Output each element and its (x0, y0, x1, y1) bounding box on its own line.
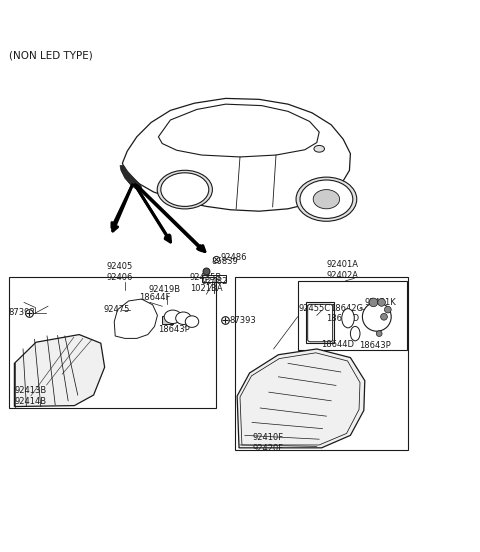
Text: 92410F
92420F: 92410F 92420F (252, 433, 283, 453)
Ellipse shape (342, 309, 354, 328)
Ellipse shape (161, 173, 209, 206)
Text: 18643P: 18643P (158, 325, 190, 335)
Bar (202, 275, 226, 282)
Circle shape (384, 306, 391, 313)
Polygon shape (237, 349, 365, 448)
Text: 92455C: 92455C (299, 304, 331, 313)
Polygon shape (120, 166, 142, 189)
Circle shape (369, 298, 378, 307)
Text: 18642G: 18642G (330, 304, 363, 313)
Circle shape (381, 314, 387, 320)
Text: 18643D: 18643D (326, 315, 360, 323)
Text: 92475: 92475 (103, 305, 130, 314)
Text: 92482: 92482 (202, 277, 228, 286)
Text: 18644F: 18644F (139, 294, 170, 302)
Bar (9, 277, 216, 408)
Text: 87393: 87393 (229, 316, 256, 325)
Text: (NON LED TYPE): (NON LED TYPE) (9, 50, 92, 60)
Ellipse shape (157, 170, 212, 209)
Ellipse shape (350, 326, 360, 341)
Text: 92451K: 92451K (365, 298, 396, 307)
Ellipse shape (300, 180, 353, 219)
Bar (162, 316, 173, 324)
Text: 92435B
1021BA: 92435B 1021BA (190, 273, 222, 293)
Text: 92405
92406: 92405 92406 (107, 262, 133, 282)
Bar (235, 277, 408, 450)
Polygon shape (158, 104, 319, 157)
Ellipse shape (314, 145, 324, 152)
Ellipse shape (176, 312, 191, 325)
Circle shape (362, 302, 391, 331)
Text: 92419B: 92419B (149, 285, 181, 294)
Bar (306, 302, 334, 343)
Text: 18643P: 18643P (359, 341, 391, 350)
Polygon shape (122, 98, 350, 211)
Text: 86839: 86839 (211, 257, 238, 267)
Circle shape (378, 299, 385, 306)
Text: 92413B
92414B: 92413B 92414B (14, 386, 47, 406)
Text: 92401A
92402A: 92401A 92402A (326, 261, 359, 280)
Text: 18644D: 18644D (321, 339, 354, 349)
Ellipse shape (185, 316, 199, 327)
Text: 87393: 87393 (9, 309, 36, 317)
Ellipse shape (296, 177, 357, 221)
Ellipse shape (313, 189, 340, 209)
Ellipse shape (164, 310, 181, 323)
Bar (298, 281, 407, 351)
Circle shape (376, 331, 382, 337)
Polygon shape (14, 335, 105, 407)
Text: 92486: 92486 (221, 253, 247, 262)
